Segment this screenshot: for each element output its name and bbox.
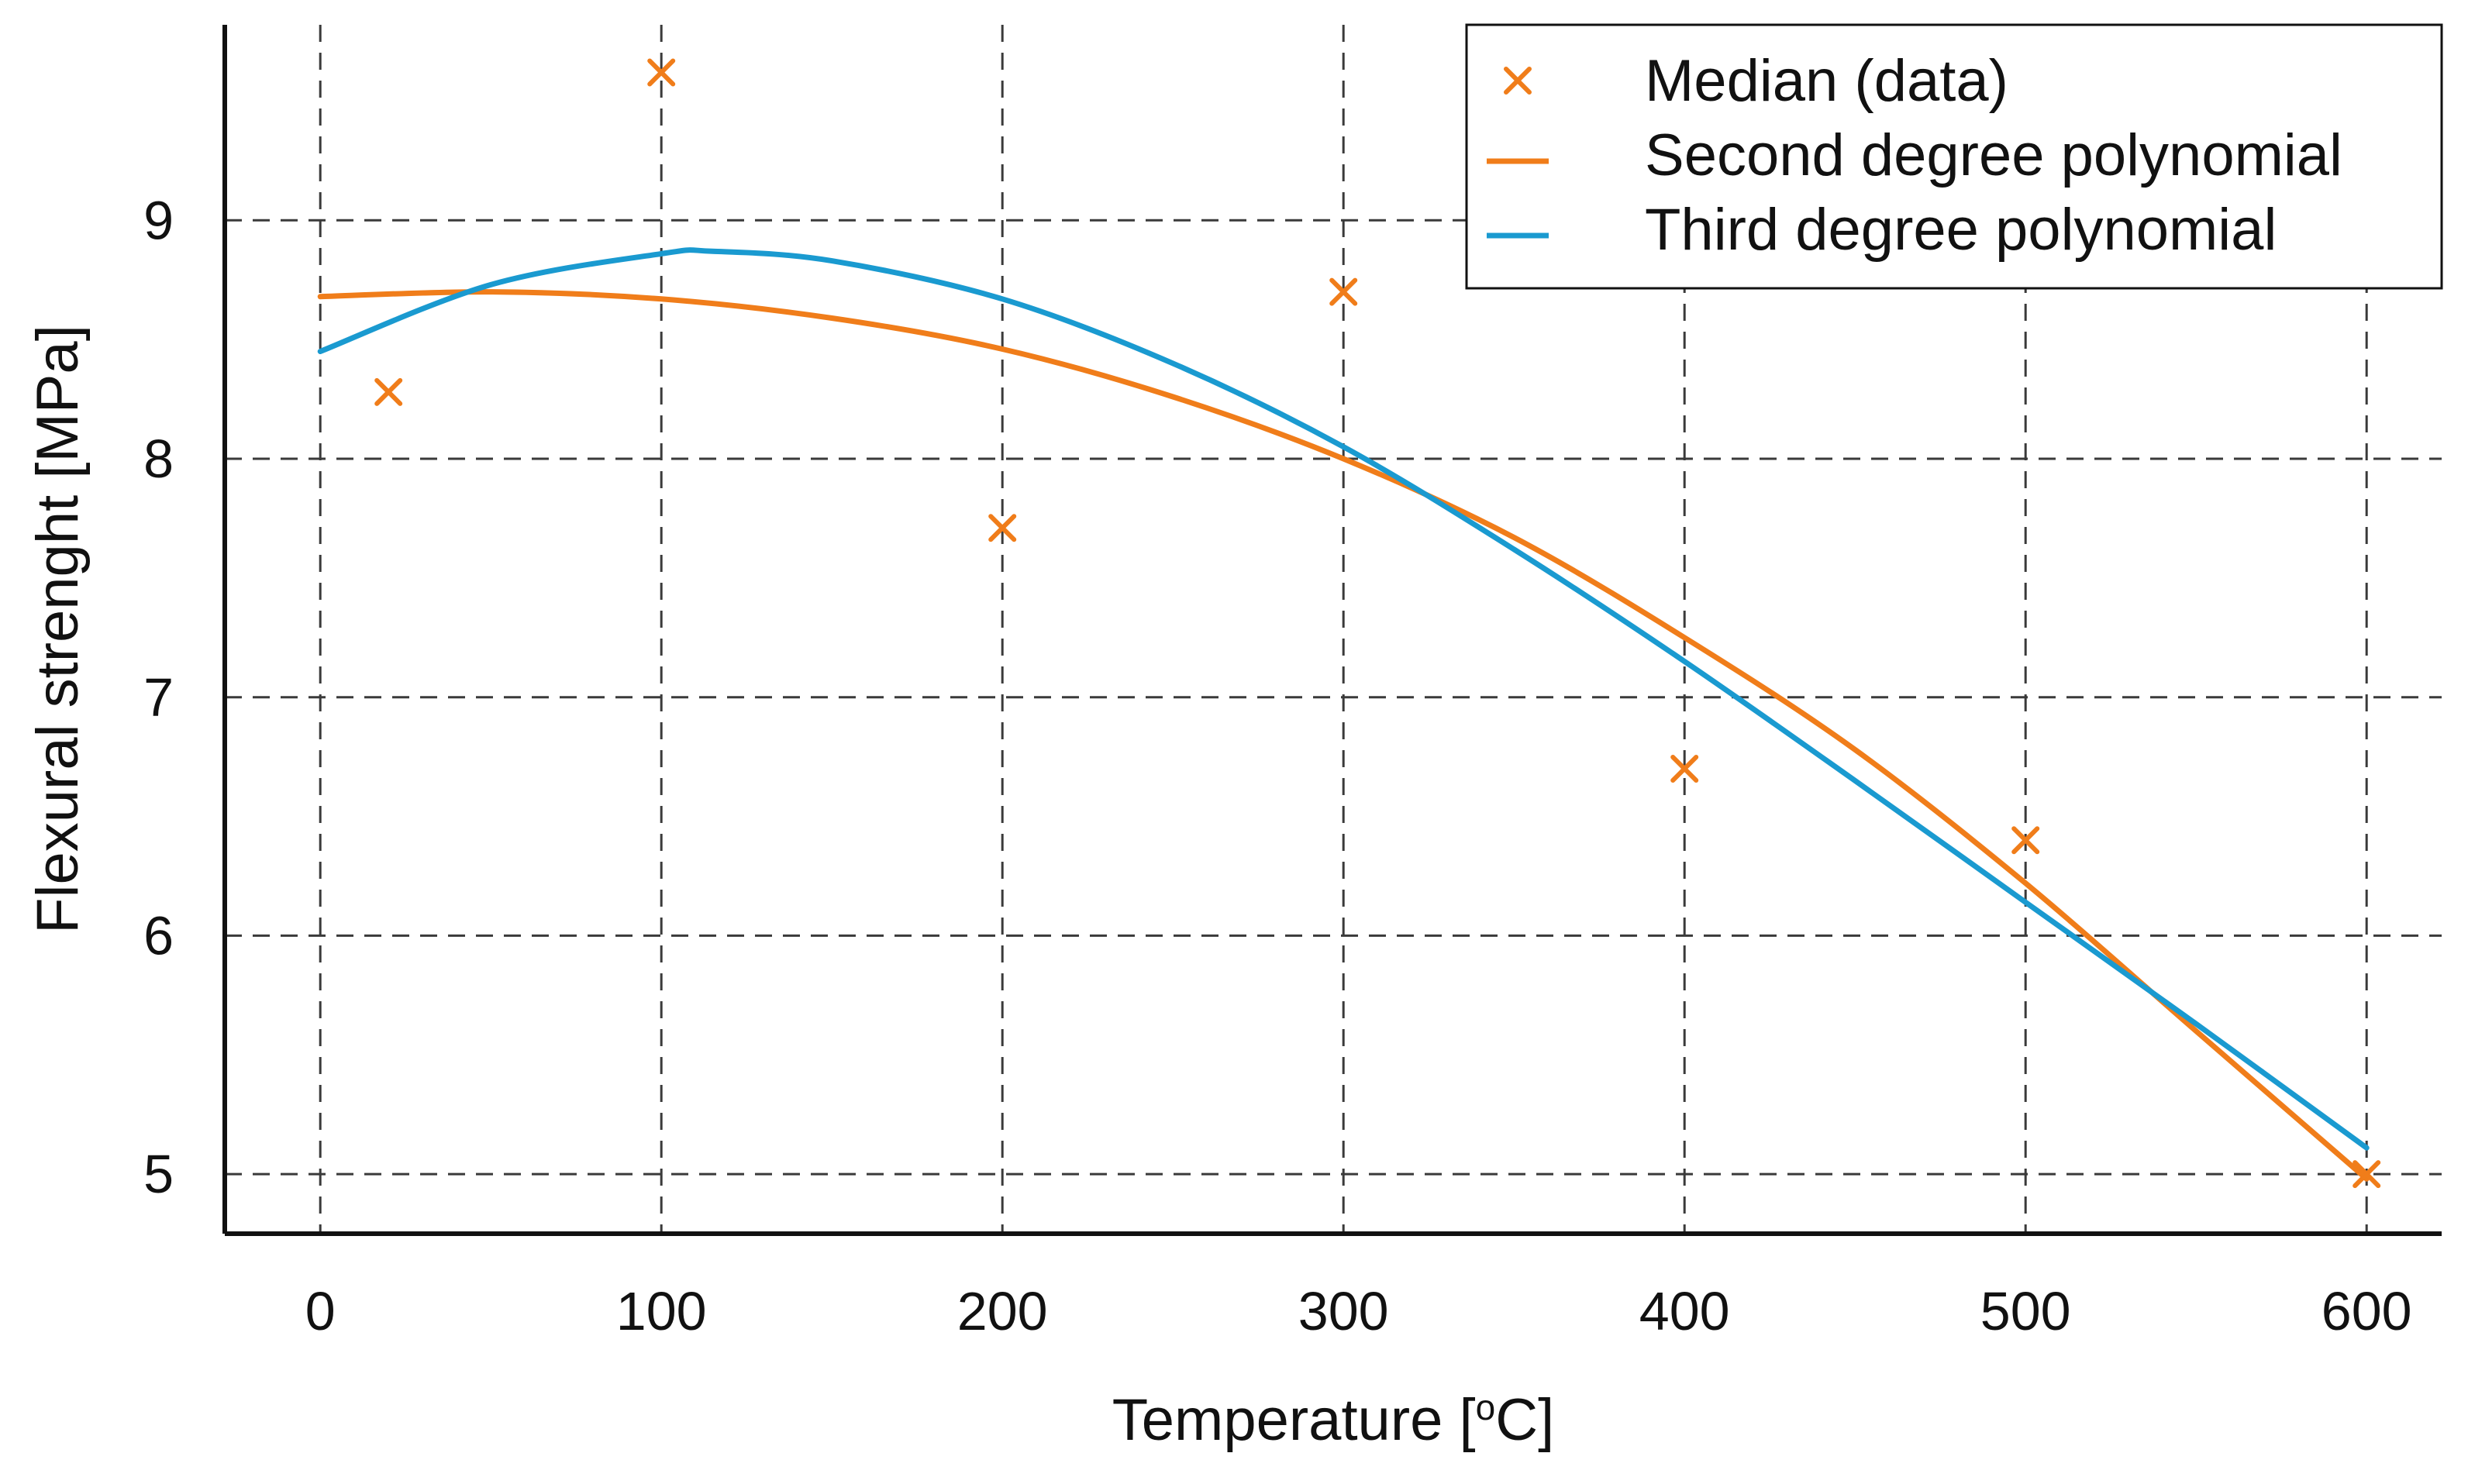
- data-markers: [374, 58, 2381, 1189]
- x-tick-label: 600: [2322, 1281, 2412, 1341]
- x-tick-label: 300: [1298, 1281, 1389, 1341]
- x-tick-label: 100: [616, 1281, 707, 1341]
- series: [317, 247, 2370, 1182]
- x-tick-label: 500: [1980, 1281, 2071, 1341]
- y-tick-label: 9: [143, 190, 174, 250]
- y-tick-label: 8: [143, 429, 174, 489]
- data-point-marker: [2011, 826, 2040, 855]
- series-line-second-degree-polynomial: [317, 289, 2370, 1182]
- x-tick-label: 400: [1639, 1281, 1730, 1341]
- axes: [222, 25, 2442, 1236]
- tick-labels: 0 100 200 300 400 500 600 5 6 7 8 9: [143, 190, 2412, 1341]
- y-axis-title: Flexural strenght [MPa]: [25, 325, 91, 934]
- legend: Median (data) Second degree polynomial Thi…: [1465, 23, 2443, 290]
- x-tick-label: 0: [305, 1281, 336, 1341]
- data-point-marker: [647, 58, 676, 87]
- x-axis-title: Temperature [oC]: [1112, 1387, 1554, 1453]
- data-point-marker: [2353, 1160, 2381, 1189]
- legend-label: Second degree polynomial: [1645, 122, 2342, 188]
- legend-label: Median (data): [1645, 48, 2008, 114]
- series-line-third-degree-polynomial: [317, 247, 2370, 1151]
- legend-marker-median: [1504, 67, 1532, 95]
- legend-label: Third degree polynomial: [1645, 197, 2277, 263]
- data-point-marker: [988, 514, 1017, 542]
- y-tick-label: 6: [143, 905, 174, 966]
- data-point-marker: [1329, 277, 1358, 306]
- y-tick-label: 7: [143, 667, 174, 728]
- legend-box: [1465, 23, 2443, 290]
- data-point-marker: [374, 377, 403, 406]
- y-tick-label: 5: [143, 1144, 174, 1204]
- x-tick-label: 200: [957, 1281, 1048, 1341]
- data-point-marker: [1670, 755, 1699, 783]
